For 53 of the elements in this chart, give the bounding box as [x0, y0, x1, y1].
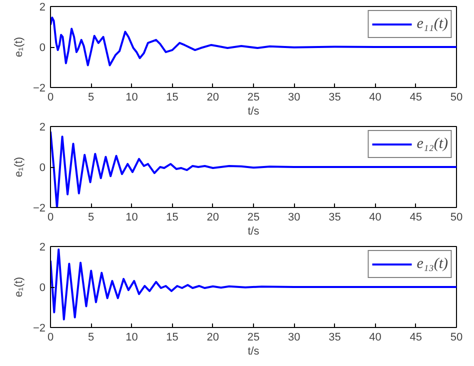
x-tick-label: 10 — [126, 212, 138, 224]
x-tick-label: 45 — [410, 332, 422, 344]
x-tick-label: 15 — [166, 212, 178, 224]
x-tick-label: 30 — [288, 332, 300, 344]
y-tick-label: −2 — [32, 202, 46, 214]
x-tick-label: 0 — [47, 212, 54, 224]
x-tick-label: 25 — [247, 92, 260, 104]
line-series — [50, 16, 456, 66]
y-axis-title: e₁(t) — [12, 36, 25, 58]
x-tick-label: 0 — [47, 332, 54, 344]
x-tick-label: 50 — [450, 92, 463, 104]
x-tick-label: 40 — [369, 212, 382, 224]
x-tick-label: 10 — [126, 92, 138, 104]
x-tick-label: 45 — [410, 212, 422, 224]
x-tick-label: 30 — [288, 212, 300, 224]
y-tick-label: −2 — [32, 322, 46, 334]
x-tick-label: 35 — [328, 332, 341, 344]
x-tick-label: 40 — [369, 92, 382, 104]
y-tick-label: 2 — [39, 242, 46, 254]
x-tick-label: 20 — [206, 92, 220, 104]
x-tick-label: 5 — [88, 332, 94, 344]
x-tick-label: 20 — [206, 332, 220, 344]
x-axis-title: t/s — [248, 106, 260, 118]
x-tick-label: 0 — [47, 92, 54, 104]
y-tick-label: 0 — [39, 162, 46, 174]
x-axis-title: t/s — [248, 226, 260, 238]
x-tick-label: 45 — [410, 92, 422, 104]
x-tick-label: 50 — [450, 332, 463, 344]
x-tick-label: 25 — [247, 212, 260, 224]
y-axis-title: e₁(t) — [12, 156, 25, 178]
x-tick-label: 15 — [166, 332, 178, 344]
x-tick-label: 50 — [450, 212, 463, 224]
legend-label: e₁₃(t) — [416, 256, 448, 272]
x-tick-label: 35 — [328, 92, 341, 104]
y-tick-label: −2 — [32, 82, 46, 94]
y-tick-label: 0 — [39, 42, 46, 54]
y-axis-title: e₁(t) — [12, 276, 25, 298]
x-tick-label: 35 — [328, 212, 341, 224]
legend-label: e₁₁(t) — [416, 16, 448, 32]
y-tick-label: 2 — [39, 2, 46, 14]
x-tick-label: 5 — [88, 92, 94, 104]
x-tick-label: 10 — [126, 332, 138, 344]
x-tick-label: 5 — [88, 212, 94, 224]
x-tick-label: 25 — [247, 332, 260, 344]
x-axis-title: t/s — [248, 346, 260, 358]
x-tick-label: 40 — [369, 332, 382, 344]
x-tick-label: 15 — [166, 92, 178, 104]
y-tick-label: 2 — [39, 122, 46, 134]
x-tick-label: 30 — [288, 92, 300, 104]
y-tick-label: 0 — [39, 282, 46, 294]
line-series — [50, 248, 456, 320]
legend-label: e₁₂(t) — [416, 136, 448, 152]
x-tick-label: 20 — [206, 212, 220, 224]
